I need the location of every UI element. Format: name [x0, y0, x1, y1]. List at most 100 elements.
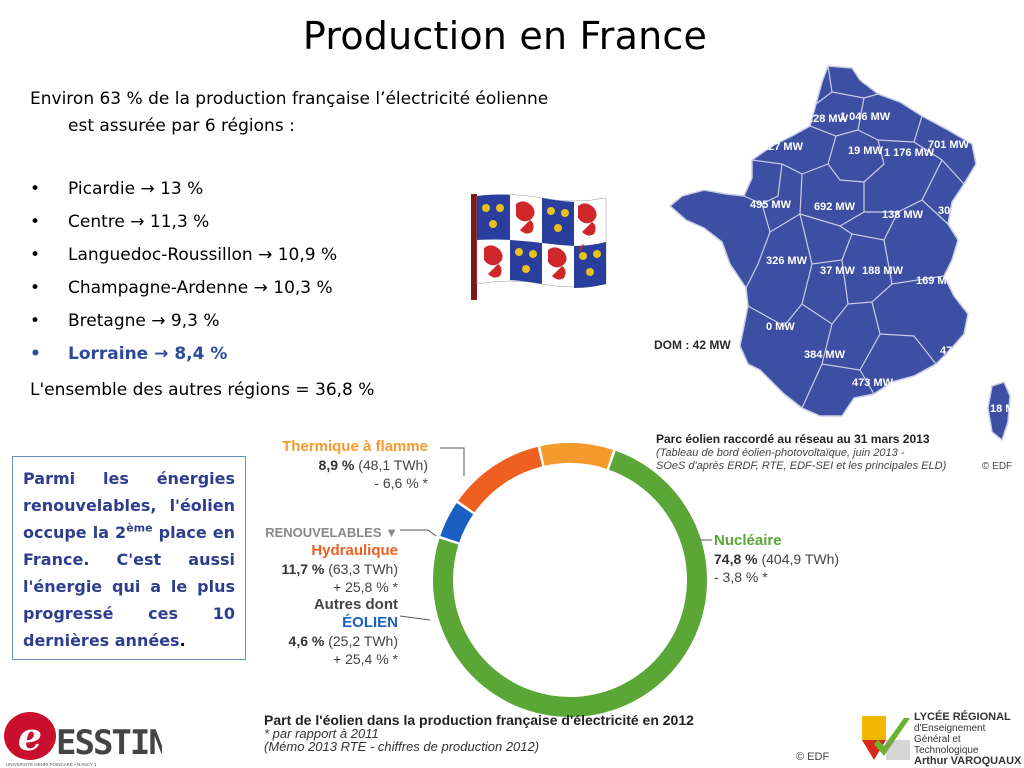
region-item: • Languedoc-Roussillon → 10,9 % [30, 242, 337, 275]
region-item: • Bretagne → 9,3 % [30, 308, 337, 341]
callout-line-1: Parmi les énergies renouvelables, [23, 469, 235, 515]
esstin-logo-text: ESSTIN [56, 723, 162, 763]
others-text: L'ensemble des autres régions = 36,8 % [30, 380, 375, 400]
arrow-right-icon: → [154, 344, 169, 364]
map-label: 0 MW [766, 321, 795, 333]
region-borders [743, 65, 965, 409]
region-item-highlighted: • Lorraine → 8,4 % [30, 341, 337, 374]
map-label: 227 MW [762, 141, 804, 153]
slice-hydraulique [458, 446, 543, 513]
label-thermique-pct: 8,9 % [318, 457, 355, 473]
esstin-logo-sub: UNIVERSITÉ HENRI POINCARÉ • NANCY 1 [6, 761, 97, 767]
map-label: 701 MW [928, 139, 970, 151]
region-name: Picardie [68, 179, 136, 199]
map-label: 384 MW [804, 349, 846, 361]
label-renouvelables-heading: RENOUVELABLES ▼ [265, 525, 398, 540]
callout-line-2b: place en France. C'est aussi l'énergie q… [23, 523, 235, 650]
map-caption-line-2: (Tableau de bord éolien-photovoltaïque, … [656, 447, 905, 459]
arrow-right-icon: → [151, 311, 166, 331]
chart-caption: Part de l'éolien dans la production fran… [264, 713, 694, 754]
region-item: • Centre → 11,3 % [30, 209, 337, 242]
label-thermique-twh: (48,1 TWh) [358, 457, 428, 473]
label-autres-pct: 4,6 % [288, 633, 325, 649]
callout-line-2a: l'éolien occupe la 2 [23, 496, 235, 542]
label-thermique-delta: - 6,6 % * [374, 475, 428, 491]
lycee-line-4: Arthur VAROQUAUX [914, 755, 1022, 767]
label-nucleaire-name: Nucléaire [714, 532, 782, 549]
intro-line-1: Environ 63 % de la production française … [30, 89, 549, 109]
map-label: 30 MW [938, 205, 973, 217]
label-autres-name: Autres dont [313, 596, 398, 613]
map-label: 228 MW [807, 113, 849, 125]
label-hydraulique-twh: (63,3 TWh) [328, 561, 398, 577]
label-nucleaire-delta: - 3,8 % * [714, 569, 768, 585]
map-label: 47 MW [940, 345, 975, 357]
callout-sup: ème [126, 521, 153, 535]
bullet-icon: • [30, 311, 41, 331]
map-label: 19 MW [848, 145, 883, 157]
region-name: Centre [68, 212, 125, 232]
map-caption-line-3: SOeS d'après ERDF, RTE, EDF-SEI et les p… [656, 460, 947, 472]
bullet-icon: • [30, 278, 41, 298]
leader-hydraulique [400, 529, 437, 537]
region-value: 10,9 % [277, 245, 338, 265]
bullet-icon: • [30, 245, 41, 265]
esstin-logo: e ESSTIN UNIVERSITÉ HENRI POINCARÉ • NAN… [4, 712, 162, 767]
svg-text:e: e [18, 714, 42, 759]
label-thermique-name: Thermique à flamme [282, 438, 428, 455]
region-name: Champagne-Ardenne [68, 278, 249, 298]
picardie-flag-icon [471, 194, 607, 300]
slice-thermique [540, 443, 614, 470]
arrow-right-icon: → [130, 212, 145, 232]
slide-title: Production en France [302, 14, 708, 58]
map-caption: Parc éolien raccordé au réseau au 31 mar… [656, 433, 946, 473]
map-label: 169 MW [916, 275, 958, 287]
lycee-text: LYCÉE RÉGIONAL d'Enseignement Général et… [914, 712, 1024, 767]
region-value: 9,3 % [170, 311, 220, 331]
arrow-right-icon: → [140, 179, 155, 199]
region-list: • Picardie → 13 % • Centre → 11,3 % • Langu… [30, 176, 337, 374]
region-name: Bretagne [68, 311, 146, 331]
region-value: 13 % [160, 179, 204, 199]
label-nucleaire-pct: 74,8 % [714, 551, 758, 567]
label-autres-twh: (25,2 TWh) [328, 633, 398, 649]
region-name: Lorraine [68, 344, 149, 364]
bullet-icon: • [30, 179, 41, 199]
map-caption-title: Parc éolien raccordé au réseau au 31 mar… [656, 432, 930, 446]
corse-map [987, 381, 1011, 442]
mainland-map [668, 65, 977, 417]
region-value: 10,3 % [273, 278, 333, 298]
region-value: 8,4 % [174, 344, 228, 364]
region-item: • Picardie → 13 % [30, 176, 337, 209]
callout-end: . [179, 631, 186, 650]
leader-thermique [440, 447, 465, 476]
chart-copyright: © EDF [796, 751, 830, 763]
label-hydraulique-pct: 11,7 % [281, 561, 325, 577]
slice-nucleaire [433, 450, 707, 717]
map-label: 692 MW [814, 201, 856, 213]
intro-line-2: est assurée par 6 régions : [68, 116, 295, 136]
bullet-icon: • [30, 344, 41, 364]
map-label: 1 176 MW [884, 147, 935, 159]
label-nucleaire: Nucléaire 74,8 % (404,9 TWh) - 3,8 % * [714, 532, 839, 586]
lycee-line-1: LYCÉE RÉGIONAL [914, 711, 1011, 723]
arrow-right-icon: → [258, 245, 273, 265]
region-item: • Champagne-Ardenne → 10,3 % [30, 275, 337, 308]
dom-label: DOM : 42 MW [654, 338, 731, 352]
chart-caption-line-3: (Mémo 2013 RTE - chiffres de production … [264, 739, 540, 754]
callout-box: Parmi les énergies renouvelables, l'éoli… [12, 456, 246, 660]
map-label: 473 MW [852, 377, 894, 389]
leader-autres [400, 615, 431, 621]
label-renouvelables: RENOUVELABLES ▼ Hydraulique 11,7 % (63,3… [256, 524, 398, 668]
lycee-logo-icon [862, 716, 910, 760]
label-hydraulique-name: Hydraulique [311, 542, 398, 559]
france-wind-map: 480 MW 228 MW 1 046 MW 227 MW 19 MW 1 17… [668, 65, 1022, 442]
slice-autres [440, 503, 474, 543]
label-hydraulique-delta: + 25,8 % * [333, 579, 398, 595]
map-label: 37 MW [820, 265, 855, 277]
label-thermique: Thermique à flamme 8,9 % (48,1 TWh) - 6,… [266, 438, 428, 492]
production-donut-chart [400, 443, 712, 717]
region-name: Languedoc-Roussillon [68, 245, 253, 265]
chart-caption-line-2: * par rapport à 2011 [264, 726, 379, 741]
region-value: 11,3 % [149, 212, 210, 232]
